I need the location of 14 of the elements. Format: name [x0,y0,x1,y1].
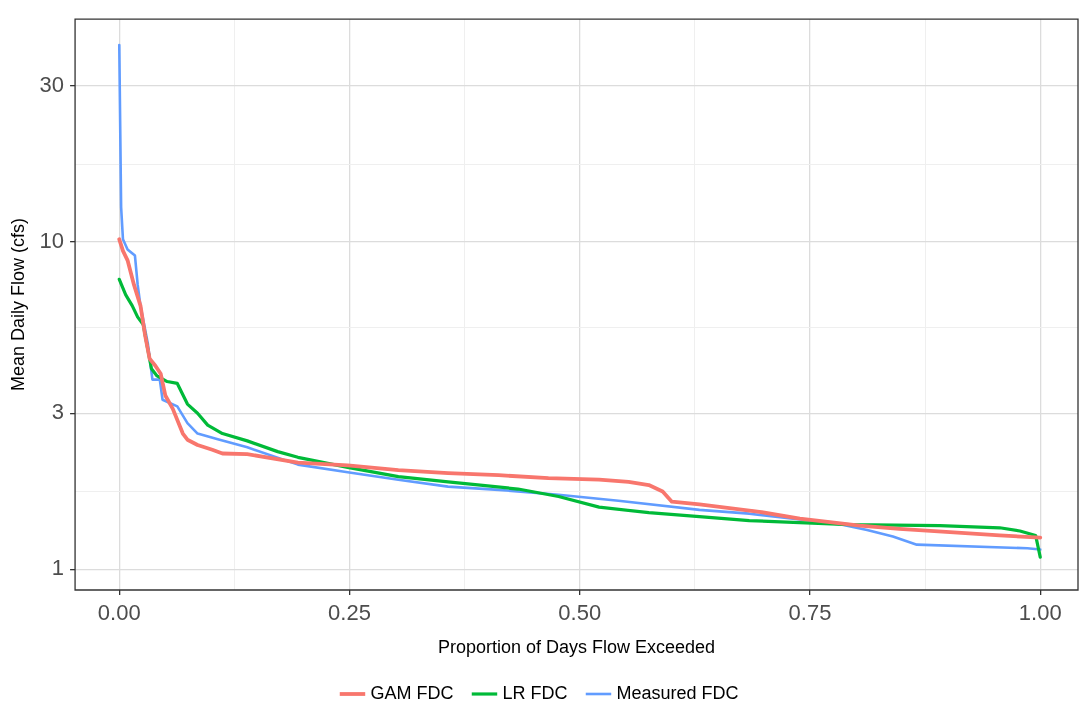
y-tick-label: 3 [51,399,65,425]
x-tick-label: 0.50 [558,600,602,626]
legend-label: Measured FDC [616,682,739,703]
x-tick-label: 1.00 [1018,600,1062,626]
x-axis-title: Proportion of Days Flow Exceeded [437,637,716,658]
y-tick-label: 10 [39,228,65,254]
y-tick-label: 30 [39,72,65,98]
x-tick-label: 0.75 [788,600,832,626]
legend-label: LR FDC [502,682,568,703]
y-tick-label: 1 [51,555,65,581]
legend-label: GAM FDC [370,682,454,703]
y-axis-title: Mean Daily Flow (cfs) [7,218,28,392]
x-tick-label: 0.25 [328,600,371,626]
x-tick-label: 0.00 [97,600,141,626]
